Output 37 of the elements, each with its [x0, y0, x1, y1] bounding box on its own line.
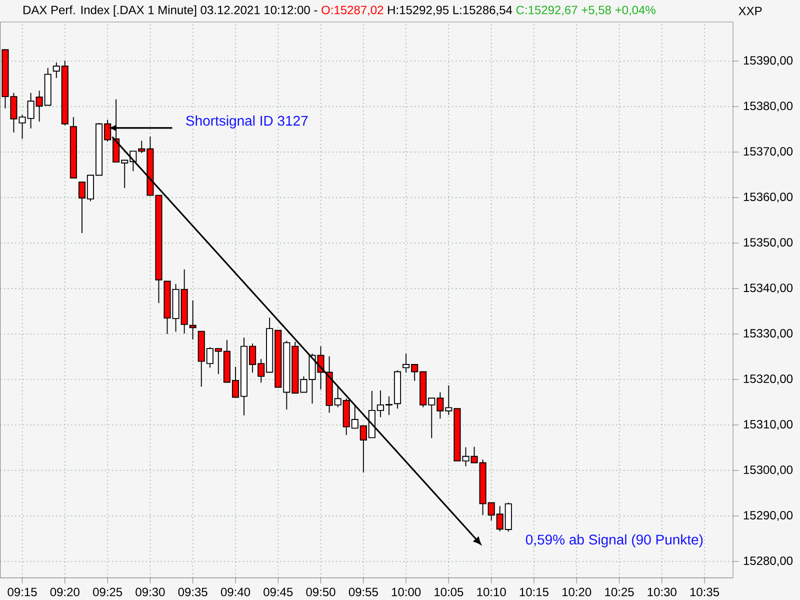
chart-title: DAX Perf. Index [.DAX 1 Minute] 03.12.2021 10:12:00 -: [24, 5, 318, 16]
text: C:15292,67 +5,58 +0,04%: [516, 6, 656, 16]
text: O:15287,02: [322, 6, 384, 16]
x-tick-label: 09:55: [348, 588, 378, 596]
y-tick-label: 15280,00: [744, 556, 793, 566]
x-tick-label: 09:40: [220, 588, 250, 596]
x-tick-label: 09:20: [50, 588, 80, 596]
y-tick-label: 15290,00: [744, 510, 793, 521]
y-tick-label: 15310,00: [744, 420, 793, 430]
y-tick-label: 15340,00: [744, 283, 793, 294]
y-axis-title: XXP: [738, 6, 762, 15]
y-tick-label: 15380,00: [744, 102, 793, 112]
x-tick-label: 09:25: [93, 588, 122, 596]
candlestick: [189, 300, 196, 340]
x-tick-label: 10:15: [520, 588, 548, 596]
x-tick-label: 10:05: [434, 588, 464, 596]
x-tick-label: 10:30: [648, 588, 676, 596]
y-tick-label: 15330,00: [744, 328, 793, 339]
x-tick-label: 10:20: [562, 588, 592, 596]
text: H:15292,95 L:15286,54: [388, 6, 512, 16]
y-tick-label: 15360,00: [744, 192, 793, 202]
y-tick-label: 15300,00: [744, 465, 793, 476]
annotation: Shortsignal ID 3127: [186, 115, 308, 128]
y-tick-label: 15350,00: [744, 238, 793, 248]
y-tick-label: 15370,00: [744, 146, 793, 157]
x-tick-label: 09:15: [8, 588, 37, 596]
x-tick-label: 10:00: [392, 588, 421, 596]
y-tick-label: 15320,00: [744, 374, 793, 384]
x-tick-label: 09:45: [264, 588, 293, 596]
annotation: 0,59% ab Signal (90 Punkte): [526, 534, 703, 548]
x-tick-label: 10:35: [690, 588, 720, 596]
x-tick-label: 10:10: [477, 588, 506, 596]
x-tick-label: 09:50: [306, 588, 336, 596]
x-tick-label: 09:30: [136, 588, 165, 596]
x-tick-label: 09:35: [178, 588, 208, 596]
x-tick-label: 10:25: [605, 588, 634, 596]
y-tick-label: 15390,00: [744, 56, 793, 66]
